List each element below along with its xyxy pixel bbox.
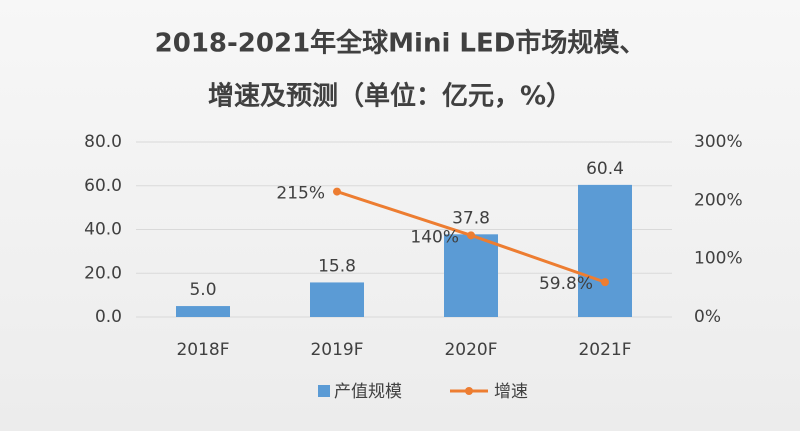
chart-title: 增速及预测（单位：亿元，%） [208,81,572,112]
y2-tick-label: 200% [694,190,743,210]
chart-title: 2018-2021年全球Mini LED市场规模、 [155,28,646,59]
bar [444,234,498,317]
y-tick-label: 0.0 [95,307,122,327]
y-tick-label: 60.0 [84,176,122,196]
bar [176,306,230,317]
legend-label: 产值规模 [334,382,402,402]
data-label: 5.0 [189,280,216,300]
x-tick-label: 2021F [578,340,631,360]
y-tick-label: 80.0 [84,132,122,152]
bar [310,282,364,317]
data-label: 37.8 [452,208,490,228]
y2-tick-label: 300% [694,132,743,152]
data-label: 15.8 [318,256,356,276]
data-label: 59.8% [539,274,593,294]
y2-tick-label: 0% [694,307,721,327]
line-point [333,187,341,196]
y-tick-label: 40.0 [84,220,122,240]
bar [578,184,632,317]
x-tick-label: 2018F [176,340,229,360]
x-tick-label: 2020F [444,340,497,360]
line-point [601,278,609,287]
data-label: 60.4 [586,159,624,179]
legend-label: 增速 [494,382,528,402]
line-point [467,231,475,240]
data-label: 215% [276,184,325,204]
data-label: 140% [410,227,459,247]
x-tick-label: 2019F [310,340,363,360]
y2-tick-label: 100% [694,249,743,269]
legend-swatch [465,387,473,395]
legend-swatch [318,385,330,397]
y-tick-label: 20.0 [84,263,122,283]
